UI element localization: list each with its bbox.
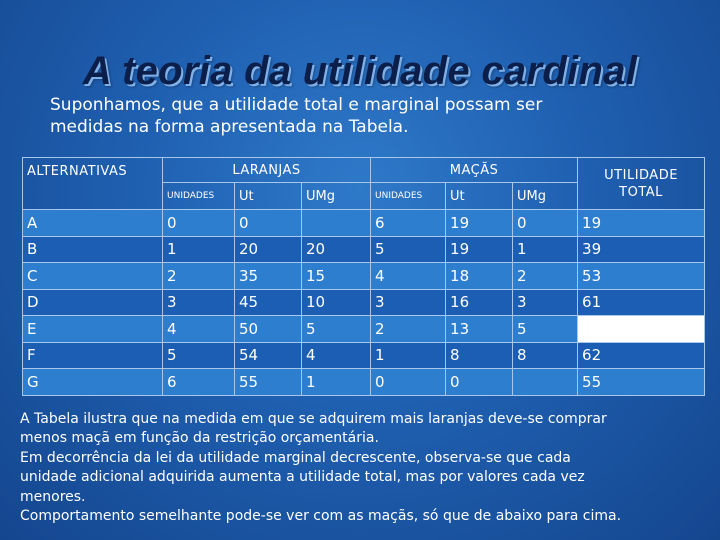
cell-laranjas-umg: 5 [300,315,372,343]
cell-alternativa: E [22,315,163,343]
cell-macas-unidades: 4 [370,262,447,290]
cell-macas-ut: 13 [445,315,514,343]
footer-line: A Tabela ilustra que na medida em que se… [20,411,607,427]
cell-laranjas-ut: 45 [234,288,302,316]
cell-laranjas-unidades: 0 [162,209,235,237]
subheader-macas-unidades: UNIDADES [370,182,447,210]
cell-laranjas-ut: 50 [234,315,302,343]
table-row: G 6 55 1 0 0 55 [22,368,706,396]
cell-utilidade-total: 53 [577,262,706,290]
cell-macas-umg [512,368,579,396]
cell-laranjas-ut: 20 [234,235,302,263]
table-row: D 3 45 10 3 16 3 61 [22,288,706,316]
cell-macas-ut: 8 [445,341,514,369]
intro-line: medidas na forma apresentada na Tabela. [50,117,409,137]
cell-macas-ut: 19 [445,235,514,263]
subheader-macas-umg: UMg [512,182,579,210]
cell-laranjas-unidades: 4 [162,315,235,343]
table-row: C 2 35 15 4 18 2 53 [22,262,706,290]
cell-laranjas-unidades: 6 [162,368,235,396]
cell-laranjas-unidades: 2 [162,262,235,290]
cell-utilidade-total: 62 [577,341,706,369]
cell-utilidade-total: 39 [577,235,706,263]
footer-line: Comportamento semelhante pode-se ver com… [20,508,622,525]
utilidade-total-line: TOTAL [619,184,663,200]
cell-macas-ut: 19 [445,209,514,237]
footer-text: A Tabela ilustra que na medida em que se… [20,410,714,526]
cell-laranjas-unidades: 3 [162,288,235,316]
cell-laranjas-umg: 4 [300,341,372,369]
cell-laranjas-unidades: 5 [162,341,235,369]
cell-utilidade-total: 61 [577,288,706,316]
cell-utilidade-total: 19 [577,209,706,237]
cell-alternativa: B [22,235,163,263]
utility-table: ALTERNATIVAS LARANJAS MAÇÃS UTILIDADE TO… [22,157,706,396]
cell-macas-umg: 5 [512,315,579,343]
cell-macas-umg: 0 [512,209,579,237]
cell-alternativa: C [22,262,163,290]
slide-title: A teoria da utilidade cardinal [82,48,638,93]
footer-line: menores. [20,488,86,505]
subheader-laranjas-unidades: UNIDADES [162,182,235,210]
cell-laranjas-ut: 55 [234,368,302,396]
table-row: F 5 54 4 1 8 8 62 [22,341,706,369]
cell-macas-umg: 8 [512,341,579,369]
cell-macas-unidades: 1 [370,341,447,369]
cell-laranjas-umg: 20 [300,235,372,263]
cell-macas-unidades: 0 [370,368,447,396]
col-header-alternativas: ALTERNATIVAS [22,157,163,210]
table-body: A 0 0 6 19 0 19 B 1 20 20 5 19 1 39 C 2 35 15 4 18 2 53 D 3 45 10 3… [22,209,706,396]
cell-macas-unidades: 6 [370,209,447,237]
footer-line: unidade adicional adquirida aumenta a ut… [20,469,585,486]
cell-laranjas-umg: 10 [300,288,372,316]
cell-macas-ut: 16 [445,288,514,316]
cell-laranjas-umg: 1 [300,368,372,396]
cell-macas-umg: 3 [512,288,579,316]
cell-macas-ut: 0 [445,368,514,396]
subheader-laranjas-ut: Ut [234,182,302,210]
cell-macas-ut: 18 [445,262,514,290]
subheader-laranjas-umg: UMg [300,182,372,210]
col-header-laranjas: LARANJAS [161,157,372,183]
cell-macas-unidades: 2 [370,315,447,343]
intro-line: Suponhamos, que a utilidade total e marg… [50,95,543,115]
cell-alternativa: D [22,288,163,316]
cell-alternativa: G [22,368,163,396]
table-row: E 4 50 5 2 13 5 63 [22,315,706,343]
cell-laranjas-umg [300,209,372,237]
cell-macas-unidades: 3 [370,288,447,316]
cell-macas-unidades: 5 [370,235,447,263]
cell-alternativa: F [22,341,163,369]
cell-laranjas-ut: 54 [234,341,302,369]
cell-macas-umg: 2 [512,262,579,290]
cell-utilidade-total: 55 [577,368,706,396]
table-row: B 1 20 20 5 19 1 39 [22,235,706,263]
cell-alternativa: A [22,209,163,237]
footer-line: Em decorrência da lei da utilidade margi… [20,449,571,466]
col-header-macas: MAÇÃS [370,157,579,183]
cell-laranjas-umg: 15 [300,262,372,290]
cell-laranjas-unidades: 1 [162,235,235,263]
cell-laranjas-ut: 35 [234,262,302,290]
cell-laranjas-ut: 0 [234,209,302,237]
table-row: A 0 0 6 19 0 19 [22,209,706,237]
col-header-utilidade-total: UTILIDADE TOTAL [577,157,706,210]
footer-line: menos maçã em função da restrição orçame… [20,430,379,447]
cell-utilidade-total: 63 [577,315,706,343]
cell-macas-umg: 1 [512,235,579,263]
utilidade-total-line: UTILIDADE [604,167,678,183]
intro-text: Suponhamos, que a utilidade total e marg… [50,94,690,138]
subheader-macas-ut: Ut [445,182,514,210]
